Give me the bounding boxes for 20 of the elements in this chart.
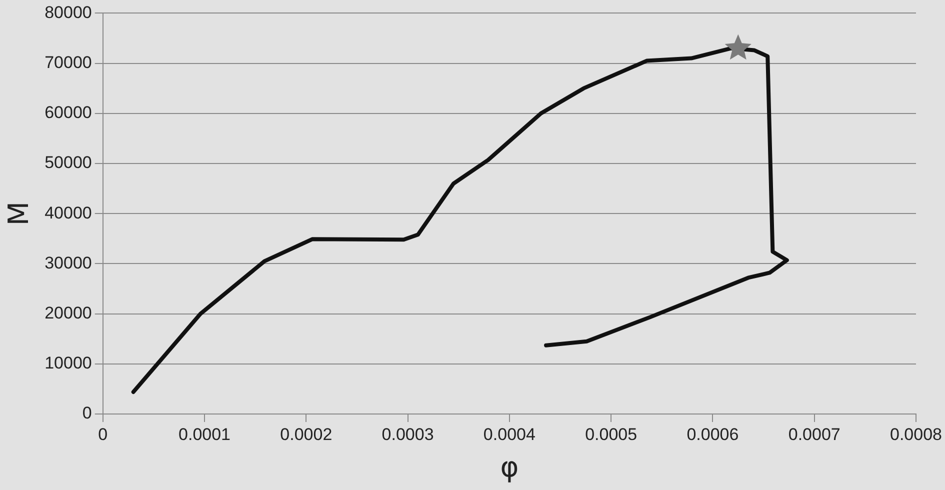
y-tick-label: 30000 [44, 253, 92, 272]
x-tick-label: 0.0004 [483, 424, 536, 444]
x-tick-label: 0.0003 [382, 424, 434, 444]
x-tick-label: 0.0006 [686, 424, 739, 444]
y-tick-label: 70000 [44, 52, 92, 72]
x-axis-title: φ [500, 450, 519, 484]
y-tick-label: 40000 [44, 203, 92, 222]
x-tick-label: 0.0001 [178, 424, 231, 444]
x-tick-label: 0.0007 [788, 424, 840, 444]
x-tick-label: 0.0002 [280, 424, 332, 444]
x-tick-label: 0 [98, 424, 108, 444]
y-tick-label: 10000 [44, 354, 92, 373]
x-tick-label: 0.0005 [585, 424, 638, 444]
y-tick-label: 80000 [44, 2, 92, 22]
y-tick-label: 20000 [44, 303, 92, 322]
y-tick-label: 0 [82, 404, 92, 423]
x-tick-label: 0.0008 [890, 424, 942, 444]
y-tick-label: 60000 [44, 103, 92, 122]
y-tick-label: 50000 [44, 153, 92, 172]
y-axis-title: M [2, 202, 36, 226]
